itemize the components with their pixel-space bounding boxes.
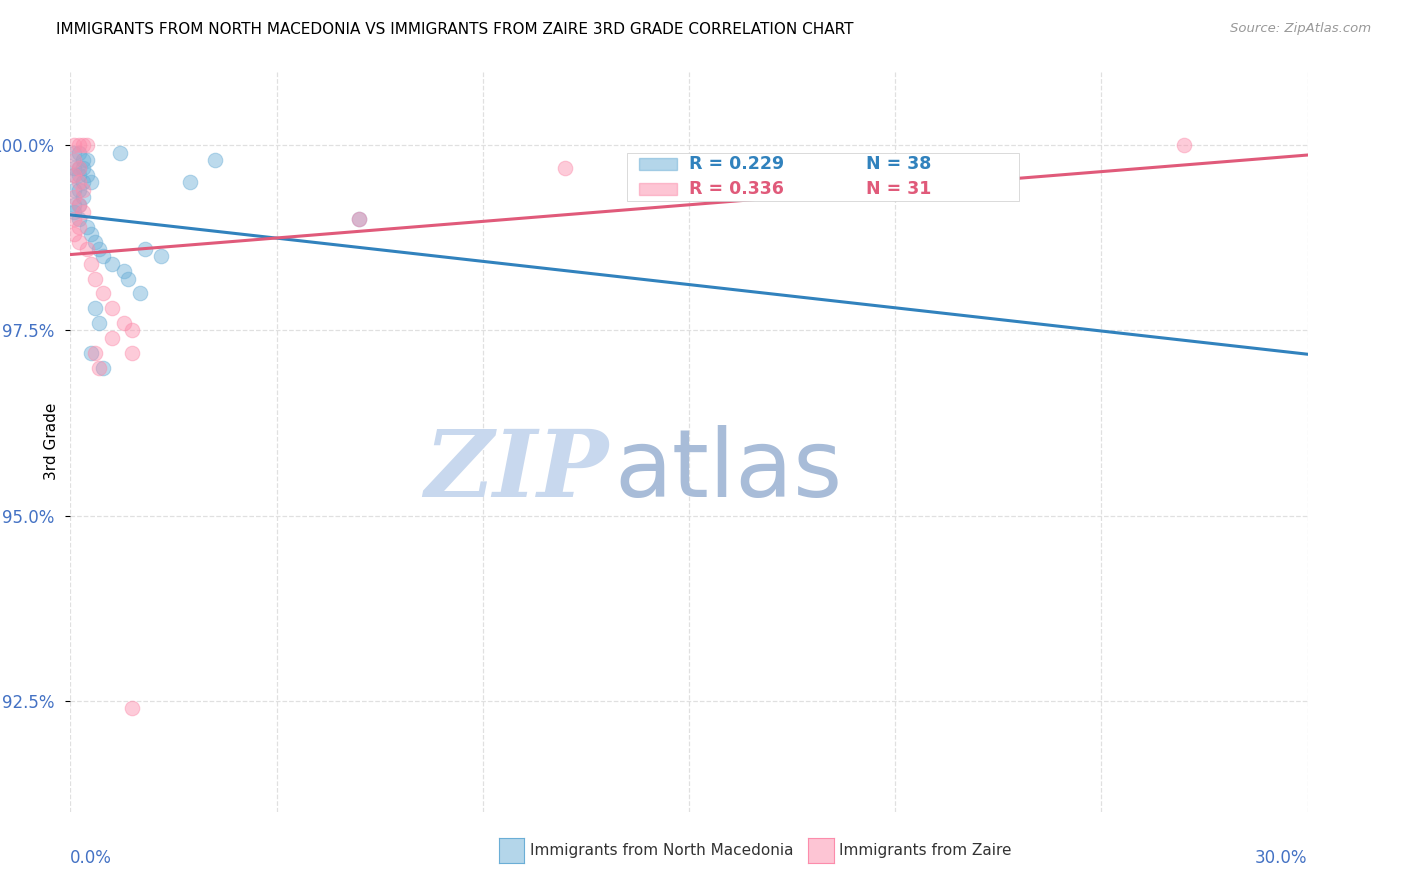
Point (76, 219, 98, 234)
Point (72, 205, 94, 219)
Text: N = 38: N = 38 (866, 155, 932, 173)
Point (80, 257, 103, 271)
Point (76, 138, 98, 153)
Point (63, 138, 86, 153)
FancyBboxPatch shape (627, 153, 1019, 201)
Point (134, 242, 156, 256)
Point (67, 138, 90, 153)
Point (89, 316, 111, 330)
Y-axis label: 3rd Grade: 3rd Grade (44, 403, 59, 480)
Point (63, 190, 86, 204)
Point (112, 316, 135, 330)
Point (63, 212, 86, 227)
Point (89, 242, 111, 256)
Point (67, 197, 90, 211)
Point (63, 153, 86, 168)
Point (63, 161, 86, 175)
Bar (640, 183, 676, 195)
Point (100, 301, 122, 316)
Point (150, 249, 173, 263)
Point (63, 205, 86, 219)
Point (80, 227, 103, 242)
Text: atlas: atlas (614, 425, 844, 517)
Point (1173, 138, 1195, 153)
Text: 0.0%: 0.0% (70, 849, 112, 867)
Point (67, 212, 90, 227)
Point (72, 190, 94, 204)
Point (80, 175, 103, 189)
Text: ZIP: ZIP (425, 426, 609, 516)
Point (80, 345, 103, 359)
Text: R = 0.229: R = 0.229 (689, 155, 785, 173)
Text: Immigrants from Zaire: Immigrants from Zaire (839, 844, 1012, 858)
Point (100, 257, 122, 271)
Point (179, 175, 201, 189)
Point (63, 197, 86, 211)
Point (108, 145, 131, 160)
Point (121, 323, 143, 337)
Point (67, 235, 90, 249)
Point (121, 701, 143, 715)
Point (84, 271, 107, 285)
Point (67, 168, 90, 182)
Text: R = 0.336: R = 0.336 (689, 180, 783, 198)
Point (67, 219, 90, 234)
Point (91, 360, 114, 375)
Point (63, 168, 86, 182)
Point (63, 168, 86, 182)
Point (72, 153, 94, 168)
Point (91, 249, 114, 263)
Point (63, 183, 86, 197)
Point (100, 331, 122, 345)
Point (72, 183, 94, 197)
Point (67, 161, 90, 175)
Bar (640, 158, 676, 169)
Point (84, 345, 107, 359)
Point (67, 197, 90, 211)
Point (347, 212, 370, 227)
Point (117, 271, 139, 285)
Point (72, 138, 94, 153)
Point (204, 153, 226, 168)
Point (63, 145, 86, 160)
Point (76, 168, 98, 182)
Point (91, 286, 114, 301)
Point (89, 360, 111, 375)
Point (554, 161, 576, 175)
Text: Source: ZipAtlas.com: Source: ZipAtlas.com (1230, 22, 1371, 36)
Point (67, 161, 90, 175)
Point (76, 242, 98, 256)
Text: N = 31: N = 31 (866, 180, 932, 198)
Point (67, 145, 90, 160)
Point (72, 161, 94, 175)
Point (129, 286, 152, 301)
Text: 30.0%: 30.0% (1256, 849, 1308, 867)
Point (112, 264, 135, 278)
Point (347, 212, 370, 227)
Text: IMMIGRANTS FROM NORTH MACEDONIA VS IMMIGRANTS FROM ZAIRE 3RD GRADE CORRELATION C: IMMIGRANTS FROM NORTH MACEDONIA VS IMMIG… (56, 22, 853, 37)
Point (84, 301, 107, 316)
Point (121, 345, 143, 359)
Text: Immigrants from North Macedonia: Immigrants from North Macedonia (530, 844, 793, 858)
Point (63, 227, 86, 242)
Point (67, 183, 90, 197)
Point (76, 153, 98, 168)
Point (67, 175, 90, 189)
Point (72, 175, 94, 189)
Point (84, 235, 107, 249)
